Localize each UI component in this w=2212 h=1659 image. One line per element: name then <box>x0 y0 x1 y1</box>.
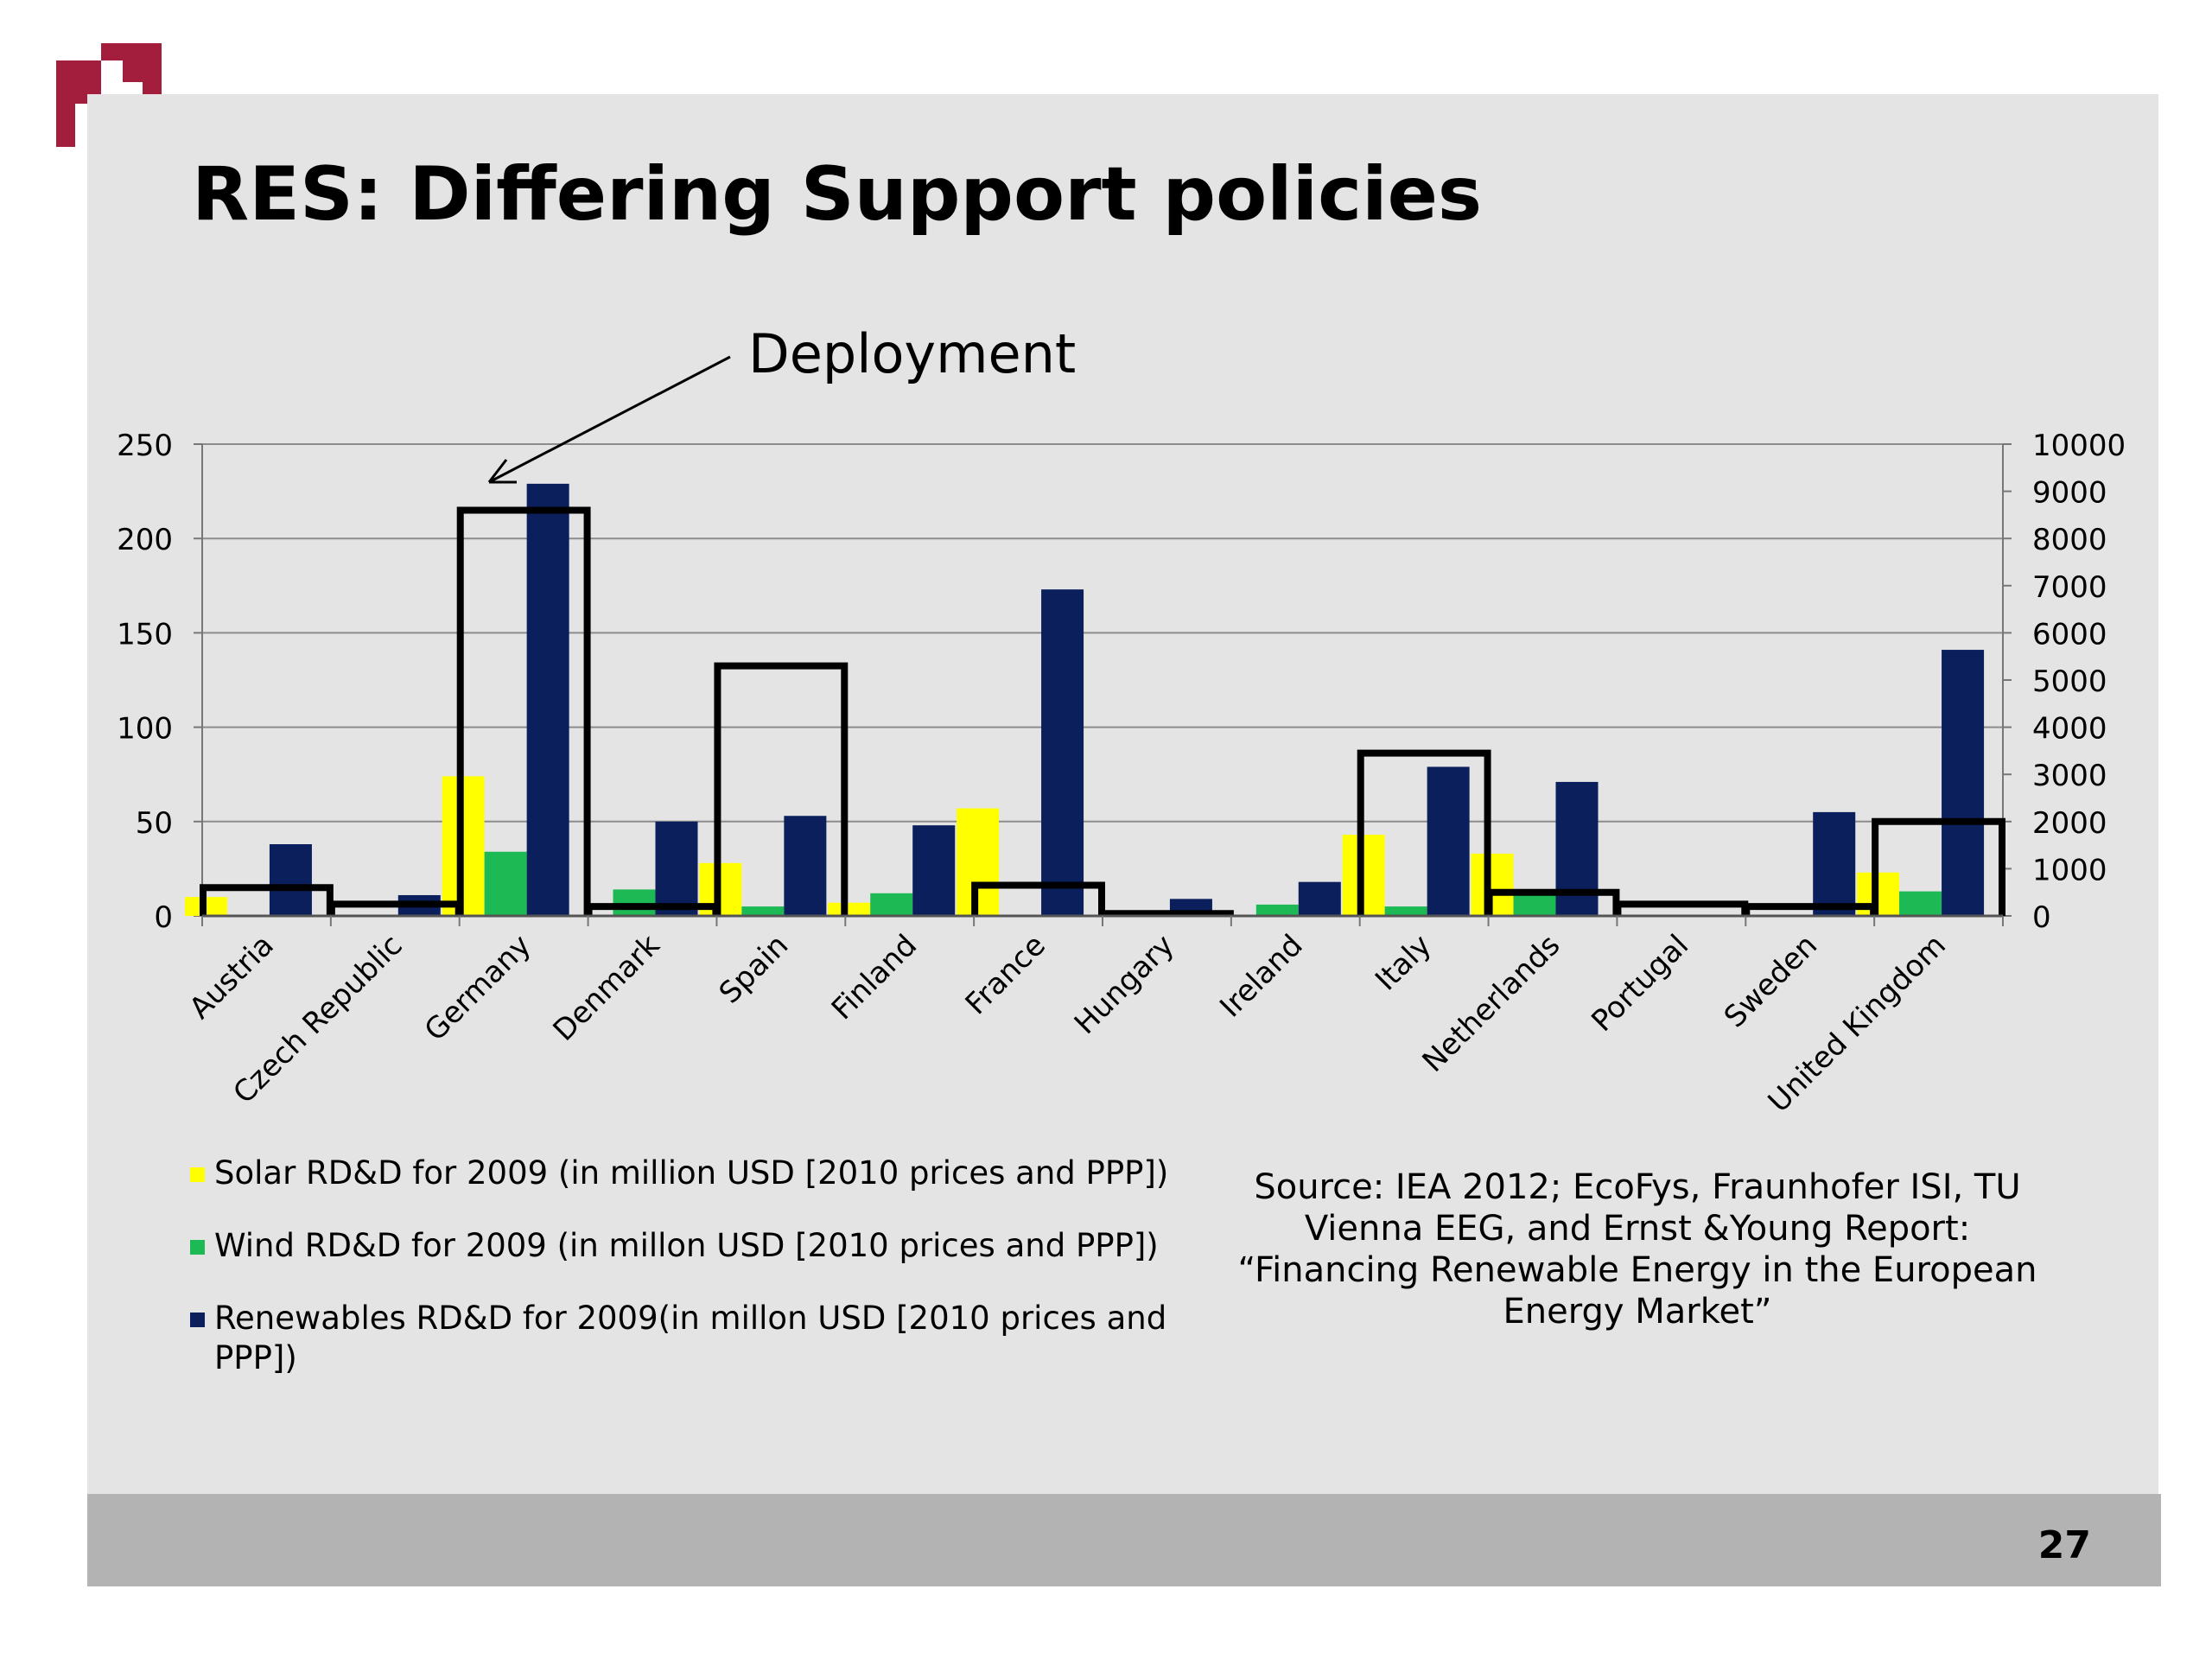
y-right-tick-label: 9000 <box>2032 476 2107 511</box>
y-left-tick-label: 200 <box>117 523 173 557</box>
bar-renewables <box>784 816 827 916</box>
bar-renewables <box>1942 650 1985 916</box>
page-number: 27 <box>2037 1523 2091 1567</box>
footer-bar <box>87 1494 2161 1586</box>
deployment-box <box>971 881 1105 916</box>
x-tick-label: Sweden <box>1718 928 1824 1034</box>
bar-renewables <box>1555 781 1599 916</box>
x-tick-label: Austria <box>183 928 281 1026</box>
bar-renewables <box>912 825 956 916</box>
deployment-box <box>1614 900 1749 916</box>
y-right-tick-label: 7000 <box>2032 570 2107 605</box>
x-tick-label: Portugal <box>1585 928 1695 1039</box>
y-right-tick-label: 5000 <box>2032 664 2107 699</box>
bar-renewables <box>1813 811 1856 916</box>
y-left-tick-label: 150 <box>117 617 173 652</box>
y-right-tick-label: 1000 <box>2032 853 2107 887</box>
bar-renewables <box>1298 881 1341 916</box>
bar-wind <box>870 893 913 916</box>
arrowhead-icon <box>487 459 517 484</box>
slide-title: RES: Differing Support policies <box>192 151 1483 238</box>
deployment-arrow <box>488 355 731 484</box>
legend-item-renewables: Renewables RD&D for 2009(in millon USD [… <box>190 1299 1208 1378</box>
y-left-tick-label: 50 <box>136 806 173 841</box>
x-tick-label: Denmark <box>547 928 667 1048</box>
bar-wind <box>484 851 527 916</box>
y-right-tick-label: 2000 <box>2032 806 2107 841</box>
y-right-tick-label: 3000 <box>2032 759 2107 793</box>
slide-body <box>87 94 2158 1494</box>
x-tick-label: Italy <box>1369 928 1438 997</box>
bar-renewables <box>1427 766 1470 916</box>
deployment-box <box>714 662 849 916</box>
legend-item-wind: Wind RD&D for 2009 (in millon USD [2010 … <box>190 1226 1208 1266</box>
x-tick-label: Finland <box>825 928 924 1027</box>
y-right-tick-label: 4000 <box>2032 712 2107 747</box>
bar-wind <box>1513 893 1556 916</box>
bar-wind <box>1255 904 1299 916</box>
y-right-tick-label: 0 <box>2032 900 2051 935</box>
x-tick-label: Germany <box>418 928 538 1048</box>
bar-renewables <box>1041 589 1084 916</box>
bar-renewables <box>269 844 312 916</box>
y-right-tick-label: 8000 <box>2032 523 2107 557</box>
y-left-tick-label: 250 <box>117 429 173 463</box>
x-tick-label: Hungary <box>1068 928 1181 1041</box>
legend-label-solar: Solar RD&D for 2009 (in million USD [201… <box>214 1154 1169 1192</box>
x-tick-label: Netherlands <box>1416 928 1567 1079</box>
legend-label-wind: Wind RD&D for 2009 (in millon USD [2010 … <box>214 1227 1159 1264</box>
deployment-box <box>456 506 591 916</box>
solar-swatch <box>190 1167 205 1182</box>
bar-solar <box>828 902 871 916</box>
bar-wind <box>1384 906 1427 916</box>
x-tick-label: Spain <box>713 928 795 1010</box>
bar-renewables <box>655 821 698 916</box>
renewables-swatch <box>190 1313 205 1327</box>
y-right-tick-label: 6000 <box>2032 617 2107 652</box>
source-note: Source: IEA 2012; EcoFys, Fraunhofer ISI… <box>1237 1167 2037 1332</box>
deployment-box <box>1872 817 2005 916</box>
bar-wind <box>613 889 656 916</box>
bar-wind <box>1899 891 1942 916</box>
wind-swatch <box>190 1240 205 1255</box>
legend-label-renewables: Renewables RD&D for 2009(in millon USD [… <box>214 1300 1167 1376</box>
y-right-tick-label: 10000 <box>2032 429 2126 463</box>
bar-wind <box>741 906 785 916</box>
x-tick-label: Ireland <box>1213 928 1309 1024</box>
bar-renewables <box>526 483 569 916</box>
y-left-tick-label: 100 <box>117 712 173 747</box>
legend-item-solar: Solar RD&D for 2009 (in million USD [201… <box>190 1154 1208 1193</box>
deployment-box <box>1357 749 1491 916</box>
deployment-annotation: Deployment <box>748 322 1077 385</box>
chart-legend: Solar RD&D for 2009 (in million USD [201… <box>190 1154 1208 1411</box>
x-tick-label: France <box>959 928 1052 1021</box>
y-left-tick-label: 0 <box>154 900 173 935</box>
